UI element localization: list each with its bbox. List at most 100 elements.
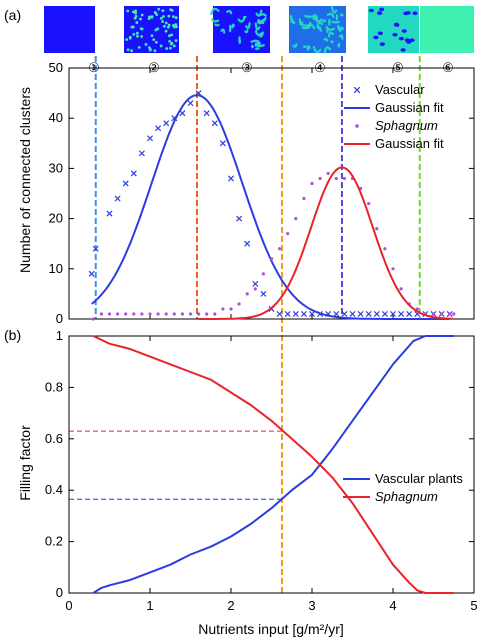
vascular-point	[155, 125, 162, 132]
tile-spot	[169, 8, 173, 12]
tile-spot	[126, 48, 130, 52]
vascular-point	[146, 135, 154, 142]
tile-spot	[132, 32, 136, 36]
x-tick-label: 3	[308, 598, 315, 613]
tile-spot	[135, 21, 139, 24]
tile-background	[368, 6, 419, 53]
tile-stripe	[325, 26, 336, 31]
tile-stripe	[254, 30, 263, 36]
tile-stripe	[301, 25, 311, 30]
tile-stripe	[220, 28, 226, 34]
plot-frame	[68, 67, 475, 320]
vascular-point	[106, 210, 113, 217]
panel-a-label: (a)	[4, 7, 21, 23]
sphagnum-point	[448, 312, 452, 316]
tile-background	[420, 6, 474, 53]
panel-b-y-axis-title: Filling factor	[17, 425, 33, 501]
tile-stripe	[255, 47, 260, 51]
sphagnum-point	[237, 302, 241, 306]
sphagnum-point	[124, 312, 128, 316]
tile-stripe	[323, 46, 332, 54]
vascular-point	[284, 310, 291, 318]
tile-spot	[125, 38, 129, 41]
sphagnum-point	[253, 287, 257, 291]
tile-stripe	[210, 7, 220, 16]
x-axis-title: Nutrients input [g/m²/yr]	[198, 621, 344, 637]
sphagnum-point	[116, 312, 120, 316]
tile-spot	[136, 34, 139, 38]
vascular-point	[365, 310, 372, 318]
sphagnum-point	[302, 196, 306, 201]
vascular-point	[203, 110, 210, 117]
vascular-point	[114, 195, 121, 202]
tile-background	[44, 6, 95, 53]
tile-spot	[155, 13, 159, 17]
sphagnum-point	[197, 312, 201, 316]
tile-stripe	[330, 40, 334, 44]
sphagnum-point	[132, 312, 136, 316]
tile-hole	[373, 35, 379, 40]
tile-spot	[135, 31, 139, 35]
tile-spot	[167, 34, 171, 38]
regime-tile-3	[210, 6, 270, 53]
tile-spot	[172, 15, 175, 19]
tile-stripe	[306, 45, 311, 51]
sphagnum-point	[172, 312, 176, 316]
x-tick-label: 4	[389, 598, 396, 613]
sphagnum-point	[334, 176, 338, 181]
sphagnum-line	[92, 335, 454, 594]
vascular-point	[138, 150, 145, 157]
y-tick-label: 0.2	[45, 534, 63, 549]
tile-hole	[394, 23, 400, 27]
sphagnum-point	[229, 307, 233, 311]
panel-a-legend: Vascular Gaussian fit Sphagnum Gaussian fit	[344, 82, 444, 151]
sphagnum-point	[294, 217, 298, 221]
panel-a-data	[88, 90, 456, 321]
panel-b-legend: Vascular plants Sphagnum	[343, 471, 463, 504]
sphagnum-point	[367, 201, 371, 206]
gaussian-fit-curve	[198, 166, 453, 320]
panel-b-data	[92, 335, 454, 594]
tile-spot	[130, 25, 134, 29]
sphagnum-point	[99, 312, 103, 316]
tile-spot	[150, 34, 154, 38]
vascular-point	[92, 245, 99, 252]
tile-spot	[164, 21, 168, 25]
tile-spot	[167, 14, 171, 18]
sphagnum-point	[164, 312, 168, 316]
legend-label: Gaussian fit	[375, 100, 444, 115]
tile-background	[124, 6, 179, 53]
tile-spot	[168, 39, 172, 43]
tile-stripe	[330, 6, 338, 14]
vascular-plants-line	[92, 335, 454, 594]
sphagnum-point	[310, 181, 314, 186]
sphagnum-point	[180, 312, 184, 316]
tile-stripe	[245, 22, 251, 30]
tile-spot	[163, 24, 166, 28]
y-tick-label: 30	[49, 160, 63, 175]
tile-spot	[152, 38, 156, 42]
tile-spot	[170, 33, 174, 37]
y-tick-label: 1	[56, 328, 63, 343]
panel-a-y-axis-title: Number of connected clusters	[17, 87, 33, 273]
tile-stripe	[321, 19, 327, 23]
tile-spot	[174, 16, 178, 20]
vascular-point	[211, 120, 218, 127]
tile-stripe	[312, 13, 318, 21]
tile-spot	[150, 15, 154, 19]
regime-dividers	[94, 56, 421, 593]
panel-b-label: (b)	[4, 327, 21, 343]
sphagnum-point	[140, 312, 144, 316]
vascular-point	[381, 310, 388, 318]
sphagnum-point	[205, 312, 209, 316]
tile-stripe	[316, 21, 324, 29]
tile-stripe	[339, 13, 344, 17]
tile-stripe	[214, 23, 220, 27]
tile-stripe	[317, 26, 322, 32]
tile-spot	[140, 35, 144, 38]
tile-stripe	[255, 9, 263, 17]
tile-hole	[377, 31, 383, 36]
plot-frame	[68, 335, 475, 594]
regime-tile-6	[420, 6, 474, 53]
